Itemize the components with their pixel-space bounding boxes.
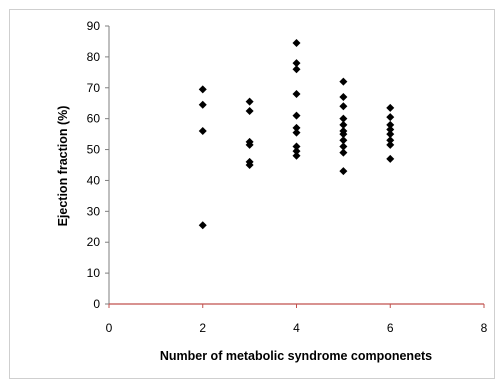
y-tick-label: 90 (87, 19, 101, 33)
data-point (292, 65, 301, 74)
data-point (386, 140, 395, 149)
data-point (198, 85, 207, 94)
y-tick-label: 50 (87, 143, 101, 157)
data-point (245, 161, 254, 169)
data-point (292, 151, 301, 160)
x-tick-label: 2 (199, 321, 206, 335)
data-point (339, 130, 348, 139)
y-tick-label: 20 (87, 235, 101, 249)
data-point (198, 221, 207, 230)
data-point (339, 77, 348, 86)
x-axis-title: Number of metabolic syndrome componenets (160, 349, 432, 363)
data-point (292, 111, 301, 120)
y-axis-title: Ejection fraction (%) (56, 106, 70, 227)
x-tick-label: 4 (293, 321, 300, 335)
data-point (292, 38, 301, 47)
x-axis (108, 303, 485, 308)
data-point (339, 148, 348, 157)
y-tick-label: 80 (87, 50, 101, 64)
data-point (339, 102, 348, 111)
data-point (339, 120, 348, 129)
y-tick-label: 10 (87, 266, 101, 280)
y-tick-label: 70 (87, 81, 101, 95)
data-point (245, 97, 254, 106)
data-point (292, 128, 301, 137)
data-point (292, 123, 301, 132)
data-point (386, 120, 395, 129)
data-point (386, 136, 395, 145)
data-point (339, 114, 348, 123)
y-tick-label: 0 (93, 297, 100, 311)
y-tick-labels: 0 10 20 30 40 50 60 70 80 90 (87, 19, 101, 311)
data-point (245, 106, 254, 115)
data-points (198, 38, 395, 230)
data-point (386, 125, 395, 134)
data-point (339, 167, 348, 176)
data-point (386, 130, 395, 139)
data-point (339, 142, 348, 151)
data-point (292, 59, 301, 68)
data-point (292, 89, 301, 98)
x-tick-label: 6 (387, 321, 394, 335)
y-tick-label: 60 (87, 112, 101, 126)
data-point (292, 142, 301, 151)
x-tick-labels: 0 2 4 6 8 (106, 321, 488, 335)
data-point (339, 93, 348, 102)
data-point (198, 127, 207, 136)
data-point (386, 103, 395, 112)
data-point (339, 136, 348, 145)
x-tick-label: 0 (106, 321, 113, 335)
y-axis (105, 25, 110, 305)
chart-frame (9, 9, 495, 379)
data-point (386, 154, 395, 163)
y-tick-label: 40 (87, 173, 101, 187)
data-point (386, 113, 395, 122)
x-tick-label: 8 (481, 321, 488, 335)
data-point (245, 140, 254, 149)
data-point (198, 100, 207, 109)
y-tick-label: 30 (87, 204, 101, 218)
data-point (292, 147, 301, 156)
